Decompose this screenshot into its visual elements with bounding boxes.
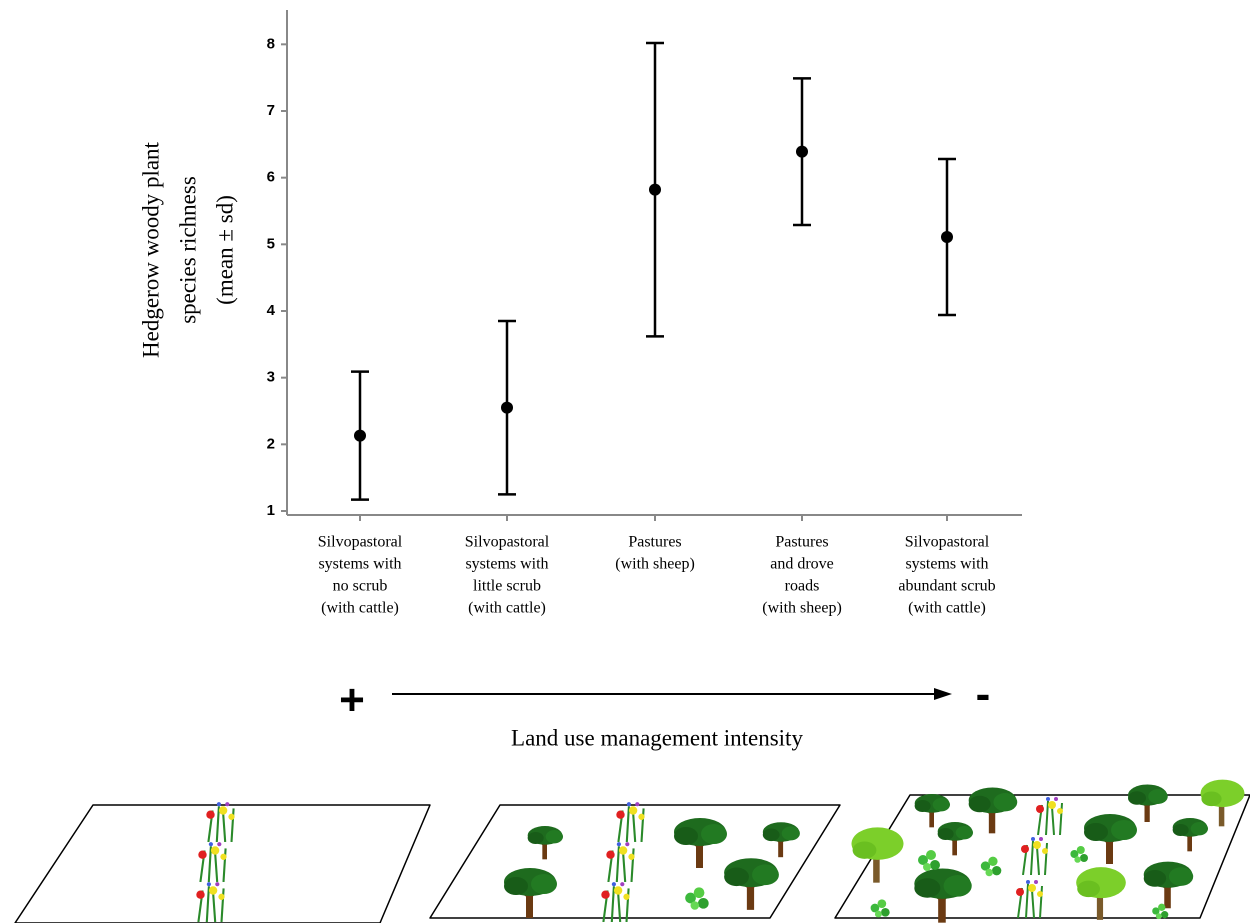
- x-tick-label: roads: [785, 578, 820, 595]
- x-tick-label: little scrub: [473, 578, 541, 595]
- arrow-start-label: +: [339, 676, 365, 725]
- x-tick-label: (with sheep): [762, 600, 842, 617]
- y-tick-label: 7: [267, 102, 275, 119]
- x-tick-label: systems with: [318, 556, 401, 573]
- y-axis-label: Hedgerow woody plant species richness (mea…: [138, 141, 237, 358]
- x-axis-label: Land use management intensity: [511, 725, 803, 750]
- x-tick-label: Silvopastoral: [318, 534, 403, 551]
- y-label-line: Hedgerow woody plant: [138, 141, 163, 358]
- x-tick-label: Silvopastoral: [465, 534, 550, 551]
- y-tick-label: 4: [267, 302, 276, 319]
- x-tick-label: (with sheep): [615, 556, 695, 573]
- y-tick-label: 6: [267, 169, 275, 186]
- x-tick-label: Silvopastoral: [905, 534, 990, 551]
- chart: Hedgerow woody plant species richness (mea…: [0, 0, 1250, 923]
- y-label-group: Hedgerow woody plant species richness (mea…: [138, 141, 237, 358]
- y-tick-label: 5: [267, 235, 275, 252]
- mean-point: [354, 430, 366, 442]
- y-tick-label: 1: [267, 502, 275, 519]
- illustration: [15, 780, 1250, 923]
- y-label-line: species richness: [175, 176, 200, 324]
- x-tick-label: (with cattle): [321, 600, 399, 617]
- x-tick-label: abundant scrub: [898, 578, 995, 595]
- x-tick-label: and drove: [770, 556, 834, 573]
- x-tick-label: no scrub: [333, 578, 388, 595]
- y-tick-label: 3: [267, 369, 275, 386]
- mean-point: [796, 146, 808, 158]
- x-tick-label: systems with: [905, 556, 988, 573]
- mean-point: [941, 231, 953, 243]
- y-tick-label: 8: [267, 35, 275, 52]
- mean-point: [501, 402, 513, 414]
- arrow-end-label: -: [976, 670, 991, 719]
- x-tick-label: (with cattle): [908, 600, 986, 617]
- y-label-line: (mean ± sd): [212, 195, 237, 305]
- y-tick-label: 2: [267, 435, 275, 452]
- x-tick-label: (with cattle): [468, 600, 546, 617]
- mean-point: [649, 184, 661, 196]
- arrow-head: [934, 688, 952, 700]
- x-tick-label: Pastures: [775, 534, 828, 551]
- x-tick-label: systems with: [465, 556, 548, 573]
- x-tick-label: Pastures: [628, 534, 681, 551]
